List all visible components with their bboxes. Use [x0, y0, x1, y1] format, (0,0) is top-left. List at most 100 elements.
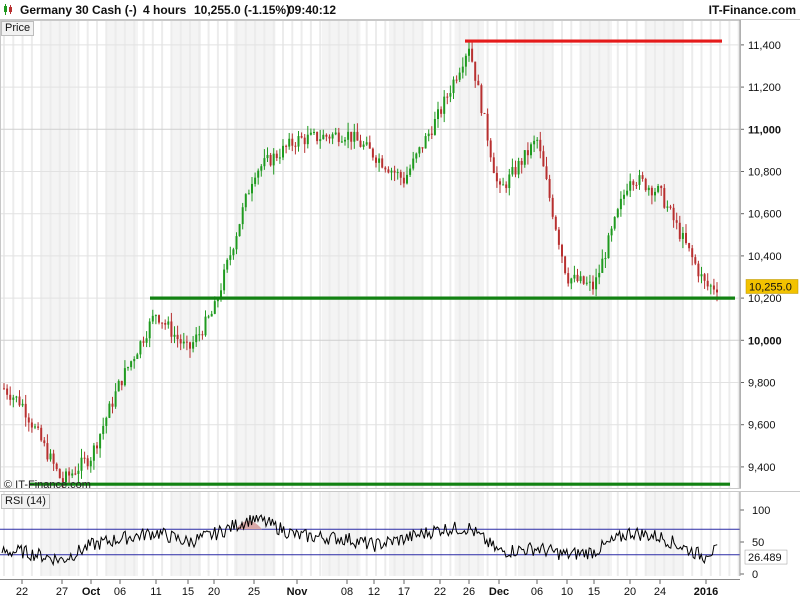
candle-body: [663, 188, 666, 208]
candle-body: [468, 48, 470, 56]
time-tick-label: 20: [624, 586, 636, 598]
candle-body: [127, 367, 129, 369]
price-panel: 9,400 9,600 9,800 10,000 10,200 10,400 10,600 1…: [0, 20, 799, 491]
time-tick-label: 22: [434, 586, 446, 598]
candle-body: [344, 139, 346, 142]
candle-body: [418, 147, 421, 154]
time-tick-label: 24: [654, 586, 666, 598]
candle-body: [691, 248, 694, 258]
day-band: [322, 492, 361, 576]
candle-body: [300, 136, 303, 138]
candle-body: [21, 403, 24, 406]
candle-body: [328, 136, 331, 139]
candle-body: [523, 150, 526, 165]
candle-body: [412, 158, 415, 169]
candle-body: [353, 131, 356, 142]
candle-body: [71, 473, 74, 476]
candle-body: [588, 281, 591, 283]
candle-body: [669, 206, 672, 208]
candle-body: [657, 185, 660, 192]
candle-body: [396, 172, 399, 174]
candle-body: [96, 445, 98, 449]
candle-body: [297, 136, 300, 147]
candle-body: [161, 322, 164, 324]
candle-body: [111, 403, 114, 407]
price-panel-label: Price: [1, 21, 35, 36]
watermark-text: © IT-Finance.com: [4, 479, 91, 491]
candle-body: [204, 316, 207, 336]
candle-body: [536, 139, 539, 141]
candle-body: [557, 229, 560, 245]
candle-body: [92, 445, 95, 461]
price-tick-label: 11,400: [748, 40, 781, 52]
candle-body: [207, 316, 210, 318]
candle-body: [213, 301, 216, 314]
candle-body: [238, 224, 241, 237]
candle-body: [114, 391, 117, 407]
candle-body: [495, 173, 498, 182]
candle-body: [579, 276, 582, 282]
rsi-panel-label: RSI (14): [1, 494, 50, 509]
candle-body: [530, 144, 532, 156]
candle-body: [241, 207, 244, 225]
candle-body: [52, 453, 55, 464]
rsi-tick-label: 50: [752, 537, 764, 549]
candle-body: [102, 425, 105, 435]
candle-body: [378, 158, 381, 163]
candle-body: [443, 96, 446, 114]
candle-body: [697, 263, 700, 277]
candle-body: [666, 206, 669, 208]
candle-body: [570, 278, 573, 284]
price-tick-label: 9,800: [748, 377, 776, 389]
price-tick-label: 10,200: [748, 293, 782, 305]
candle-body: [192, 342, 195, 349]
candle-body: [337, 132, 340, 142]
candle-body: [285, 145, 288, 147]
candle-body: [520, 160, 523, 165]
candle-body: [136, 354, 139, 360]
candle-body: [58, 469, 61, 479]
candle-body: [288, 138, 291, 147]
candle-body: [548, 179, 551, 198]
time-tick-label: 17: [398, 586, 410, 598]
candle-body: [61, 478, 64, 483]
candle-body: [350, 131, 353, 142]
candle-body: [554, 216, 557, 230]
candle-body: [86, 458, 89, 467]
candle-body: [303, 137, 306, 145]
candle-body: [424, 136, 427, 149]
time-tick-label: 20: [208, 586, 220, 598]
candle-body: [585, 282, 588, 284]
candle-body: [409, 168, 412, 175]
candle-body: [154, 315, 157, 317]
candle-body: [6, 388, 9, 395]
candle-body: [464, 55, 467, 67]
candle-body: [46, 443, 49, 460]
candle-body: [387, 169, 390, 173]
candle-body: [393, 170, 396, 173]
candle-body: [610, 228, 613, 236]
time-tick-label: 12: [368, 586, 380, 598]
candle-body: [502, 184, 505, 186]
candle-body: [108, 403, 111, 418]
candle-body: [294, 145, 297, 147]
price-tick-label: 11,000: [748, 124, 781, 136]
candle-body: [229, 255, 232, 260]
candle-body: [142, 341, 145, 343]
candle-body: [83, 457, 86, 459]
candle-body: [251, 183, 253, 194]
candle-body: [638, 175, 641, 185]
candle-body: [685, 232, 687, 244]
candle-body: [65, 471, 67, 483]
candle-body: [449, 93, 452, 97]
candle-body: [592, 281, 594, 290]
price-tick-label: 10,000: [748, 335, 782, 347]
price-tick-label: 9,400: [748, 462, 776, 474]
candle-body: [34, 426, 36, 428]
candle-body: [430, 133, 433, 135]
candle-body: [433, 119, 436, 135]
candle-body: [313, 131, 315, 133]
candle-body: [275, 153, 278, 159]
candle-body: [120, 380, 123, 386]
candle-body: [340, 141, 343, 143]
